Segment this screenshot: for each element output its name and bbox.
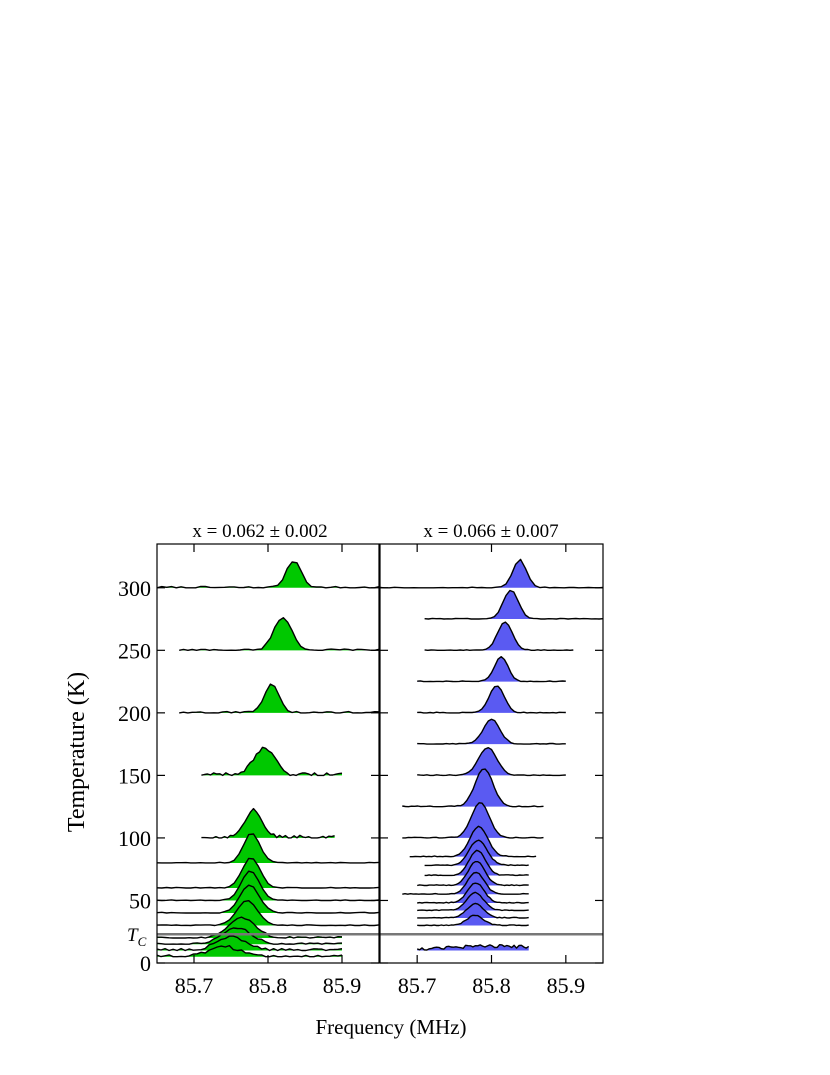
y-tick-label: 250 [118, 638, 151, 663]
axis-tick-labels: 0 50 100 150 200 250 300 85.7 85.8 85.9 85.7 85.8 85… [118, 576, 585, 998]
x-tick-label: 85.8 [472, 973, 511, 998]
axis-ticks [157, 544, 603, 964]
spectrum-line-T300 [156, 561, 380, 589]
spectrum-line-T250 [424, 621, 574, 651]
spectrum-line-T10 [156, 935, 343, 952]
spectrum-fill-T30 [417, 915, 529, 926]
spectrum-fill-T275 [424, 590, 603, 620]
y-tick-label: 0 [140, 951, 151, 976]
spectrum-line-T10 [416, 944, 530, 951]
spectrum-fill-T20 [157, 917, 342, 938]
right-spectra-group [379, 558, 604, 951]
spectrum-line-T125 [402, 768, 544, 808]
spectrum-line-T42 [417, 891, 529, 912]
tc-label: TC [127, 925, 147, 949]
spectrum-fill-T300 [380, 559, 603, 588]
tc-label-main: T [127, 925, 139, 946]
y-tick-label: 300 [118, 576, 151, 601]
y-axis-label: Temperature (K) [64, 672, 90, 832]
plot-right-chart [379, 558, 604, 951]
y-tick-label: 50 [129, 888, 151, 913]
spectrum-fill-T42 [417, 892, 529, 911]
spectrum-fill-T200 [179, 684, 379, 713]
left-panel-title: x = 0.062 ± 0.002 [192, 521, 327, 542]
y-tick-label: 200 [118, 701, 151, 726]
spectrum-line-T100 [402, 802, 544, 839]
spectrum-line-T250 [179, 617, 380, 651]
spectrum-line-T80 [156, 833, 380, 864]
spectrum-line-T200 [417, 685, 566, 714]
spectrum-fill-T175 [417, 719, 566, 745]
right-panel-title: x = 0.066 ± 0.007 [423, 521, 558, 542]
spectrum-fill-T15 [157, 928, 342, 945]
spectrum-line-T48 [417, 882, 529, 904]
spectrum-line-T85 [409, 825, 537, 858]
y-tick-label: 150 [118, 763, 151, 788]
x-tick-label: 85.7 [398, 973, 437, 998]
spectrum-line-T150 [201, 746, 343, 777]
spectrum-line-T40 [156, 884, 380, 914]
x-tick-label: 85.8 [249, 973, 288, 998]
spectrum-line-T60 [156, 857, 380, 889]
x-axis-label: Frequency (MHz) [315, 1015, 466, 1039]
spectrum-line-T30 [417, 914, 529, 927]
spectrum-line-T100 [201, 807, 335, 839]
spectrum-fill-T125 [402, 769, 544, 807]
plot-left-chart [156, 561, 380, 958]
spectrum-line-T78 [424, 839, 529, 867]
tc-label-sub: C [138, 934, 147, 949]
spectrum-line-T20 [157, 916, 343, 939]
spectrum-fill-T100 [201, 808, 335, 838]
x-tick-label: 85.9 [547, 973, 586, 998]
spectrum-fill-T150 [417, 747, 566, 776]
spectrum-fill-T225 [417, 656, 566, 682]
spectrum-line-T70 [424, 849, 529, 877]
spectrum-line-T150 [417, 747, 566, 777]
spectrum-line-T50 [156, 870, 380, 902]
spectrum-line-T55 [402, 871, 529, 895]
spectrum-fill-T200 [417, 686, 566, 713]
spectrum-fill-T300 [157, 562, 379, 588]
spectrum-fill-T5 [157, 945, 342, 957]
spectrum-line-T30 [156, 900, 380, 927]
spectrum-line-T175 [417, 718, 566, 745]
spectrum-fill-T36 [417, 903, 529, 918]
spectrum-fill-T55 [402, 872, 529, 895]
left-spectra-group [156, 561, 380, 958]
spectrum-fill-T100 [402, 802, 544, 838]
spectrum-line-T36 [417, 902, 529, 919]
spectrum-line-T200 [179, 683, 380, 714]
spectrum-fill-T150 [201, 747, 342, 776]
spectrum-line-T62 [417, 861, 529, 887]
spectrum-line-T275 [424, 589, 604, 620]
spectrum-line-T5 [156, 944, 343, 958]
spectrum-fill-T10 [157, 936, 342, 951]
spectrum-fill-T250 [179, 617, 379, 651]
y-tick-label: 100 [118, 826, 151, 851]
spectrum-fill-T250 [424, 622, 574, 651]
spectrum-line-T300 [379, 558, 604, 589]
x-tick-label: 85.9 [323, 973, 362, 998]
x-tick-label: 85.7 [175, 973, 214, 998]
spectrum-fill-T85 [409, 826, 537, 857]
spectrum-line-T225 [417, 656, 566, 683]
